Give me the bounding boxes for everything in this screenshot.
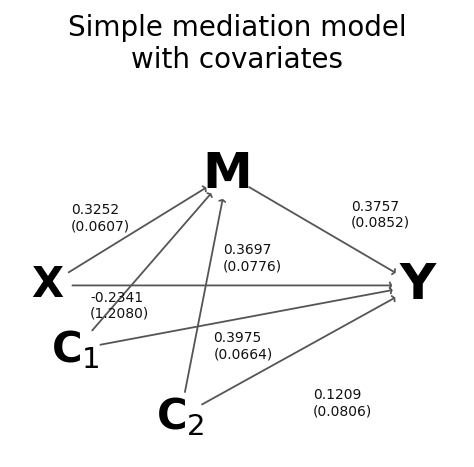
- Text: M: M: [203, 150, 252, 198]
- Text: X: X: [31, 264, 64, 306]
- Text: -0.2341
(1.2080): -0.2341 (1.2080): [90, 290, 149, 321]
- Text: Y: Y: [399, 262, 435, 310]
- Text: C$_2$: C$_2$: [156, 395, 204, 438]
- Text: 0.1209
(0.0806): 0.1209 (0.0806): [313, 388, 372, 418]
- Text: 0.3697
(0.0776): 0.3697 (0.0776): [223, 243, 282, 274]
- Text: 0.3757
(0.0852): 0.3757 (0.0852): [351, 200, 410, 230]
- Text: 0.3252
(0.0607): 0.3252 (0.0607): [71, 203, 130, 234]
- Text: C$_1$: C$_1$: [51, 328, 100, 371]
- Text: Simple mediation model
with covariates: Simple mediation model with covariates: [68, 14, 406, 74]
- Text: 0.3975
(0.0664): 0.3975 (0.0664): [213, 331, 273, 361]
